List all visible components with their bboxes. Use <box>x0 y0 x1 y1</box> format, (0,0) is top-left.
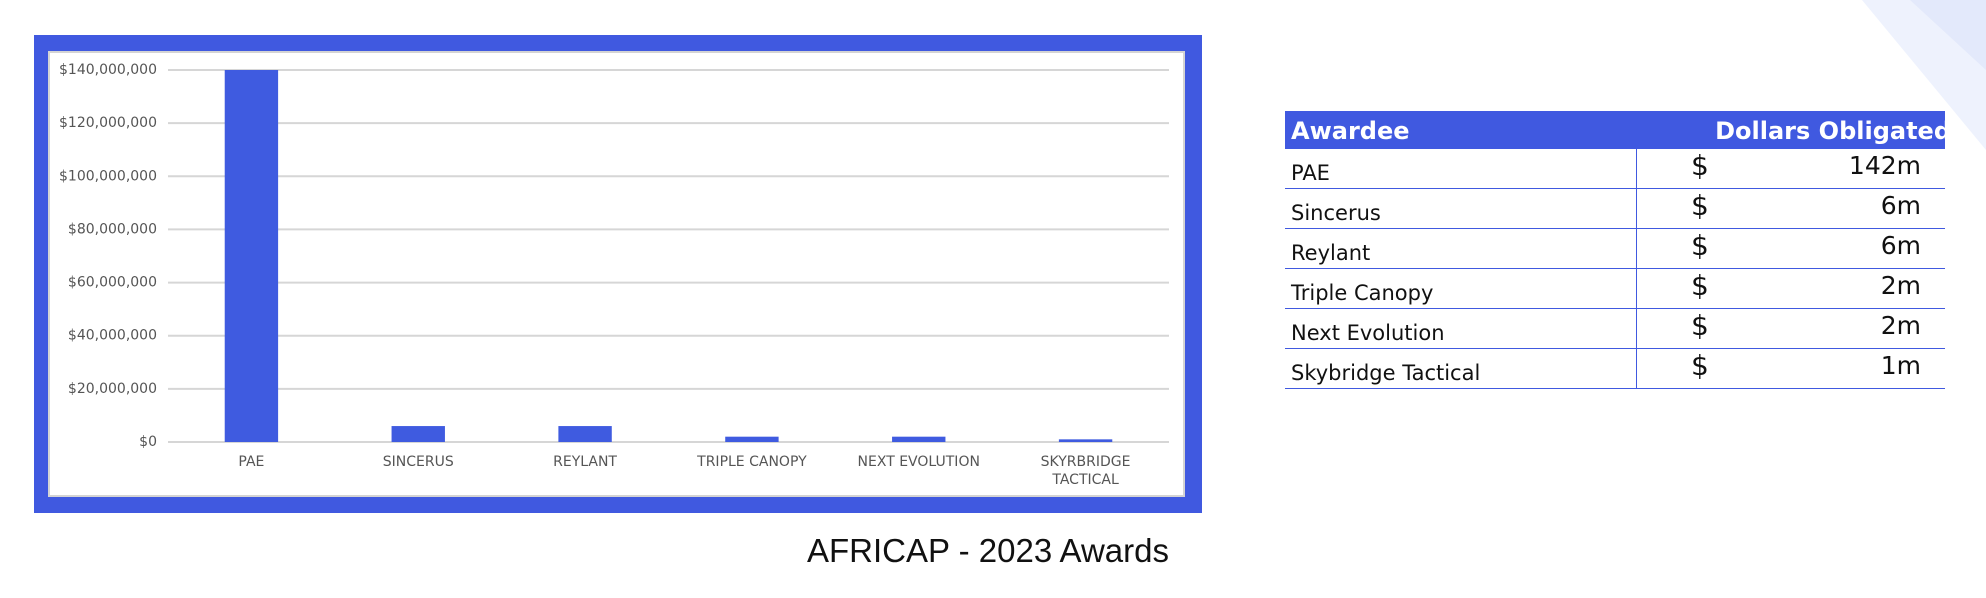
caption: AFRICAP - 2023 Awards <box>807 532 1169 569</box>
table-row: Triple Canopy $2m <box>1285 269 1945 309</box>
x-tick-label: SINCERUS <box>382 454 454 470</box>
x-tick-label: NEXT EVOLUTION <box>857 454 980 470</box>
header-cell: Awardee <box>1291 117 1410 145</box>
bar <box>892 436 946 442</box>
currency-cell: $ <box>1691 349 1709 382</box>
awardee-cell: Triple Canopy <box>1291 281 1434 305</box>
table-header: Awardee Dollars Obligated <box>1285 111 1951 149</box>
amount-cell: 142m <box>1848 151 1921 180</box>
awardee-cell: PAE <box>1291 161 1330 185</box>
column-divider <box>1636 149 1637 188</box>
bar <box>725 436 779 442</box>
awards-table: Awardee Dollars Obligated PAE $142m Sincer… <box>1285 111 1951 389</box>
y-tick-label: $120,000,000 <box>59 115 157 131</box>
y-tick-label: $140,000,000 <box>59 62 157 78</box>
awardee-cell: Skybridge Tactical <box>1291 361 1481 385</box>
currency-cell: $ <box>1691 149 1709 182</box>
x-tick-label: SKYRBRIDGE TACTICAL <box>1040 454 1131 488</box>
bar <box>1058 439 1113 442</box>
header-cell: Dollars Obligated <box>1715 117 1951 145</box>
x-tick-label: REYLANT <box>553 454 617 470</box>
amount-cell: 6m <box>1880 231 1921 260</box>
column-divider <box>1636 189 1637 228</box>
amount-cell: 2m <box>1880 271 1921 300</box>
table-row: PAE $142m <box>1285 149 1945 189</box>
awardee-cell: Reylant <box>1291 241 1371 265</box>
column-divider <box>1636 309 1637 348</box>
table-row: Reylant $6m <box>1285 229 1945 269</box>
x-tick-label: TRIPLE CANOPY <box>697 454 807 470</box>
bar <box>391 426 445 442</box>
bar <box>224 70 279 442</box>
x-tick-label: PAE <box>238 454 265 470</box>
table-row: Sincerus $6m <box>1285 189 1945 229</box>
table-row: Next Evolution $2m <box>1285 309 1945 349</box>
bar <box>558 426 612 442</box>
y-tick-label: $60,000,000 <box>68 275 157 291</box>
table-row: Skybridge Tactical $1m <box>1285 349 1945 389</box>
y-tick-label: $0 <box>139 434 157 450</box>
y-tick-label: $100,000,000 <box>59 168 157 184</box>
amount-cell: 1m <box>1880 351 1921 380</box>
y-tick-label: $80,000,000 <box>68 221 157 237</box>
y-tick-label: $40,000,000 <box>68 328 157 344</box>
column-divider <box>1636 269 1637 308</box>
currency-cell: $ <box>1691 269 1709 302</box>
currency-cell: $ <box>1691 229 1709 262</box>
currency-cell: $ <box>1691 189 1709 222</box>
amount-cell: 6m <box>1880 191 1921 220</box>
column-divider <box>1636 349 1637 388</box>
awardee-cell: Sincerus <box>1291 201 1381 225</box>
amount-cell: 2m <box>1880 311 1921 340</box>
y-tick-label: $20,000,000 <box>68 381 157 397</box>
awardee-cell: Next Evolution <box>1291 321 1445 345</box>
table-body: PAE $142m Sincerus $6m Reylant $6m Triple Cano… <box>1285 149 1945 389</box>
currency-cell: $ <box>1691 309 1709 342</box>
column-divider <box>1636 229 1637 268</box>
